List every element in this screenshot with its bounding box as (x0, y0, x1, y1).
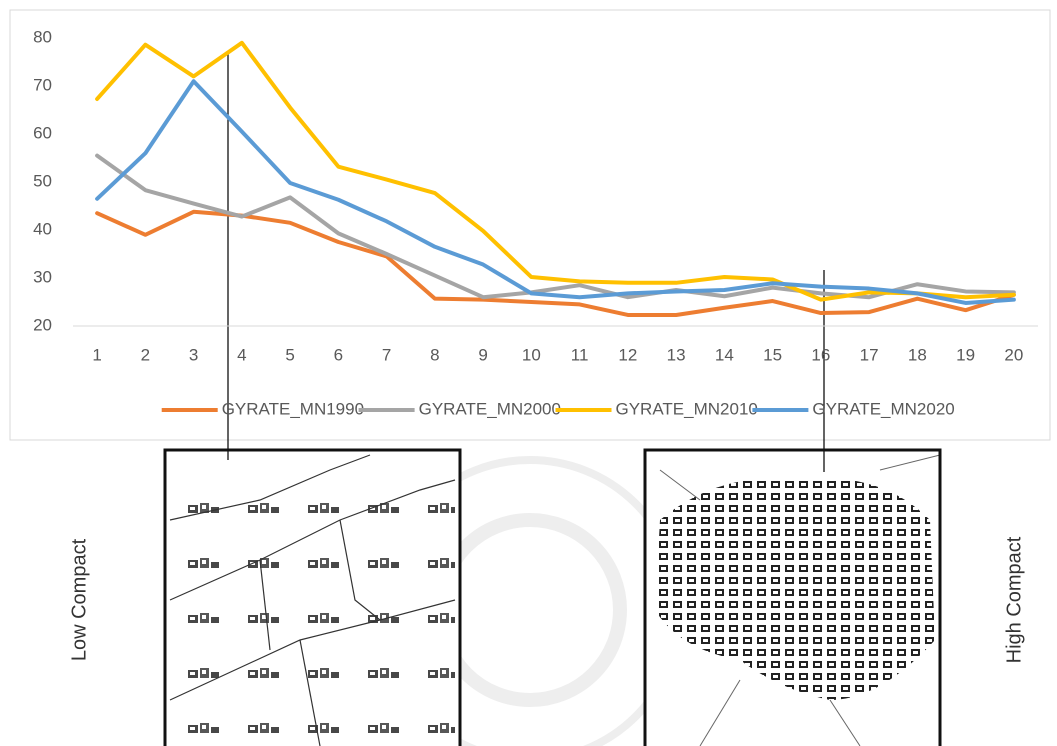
series-line (95, 79, 1016, 305)
high-compact-image (643, 448, 942, 746)
x-tick-label: 1 (92, 345, 101, 364)
x-tick-label: 16 (811, 345, 830, 364)
x-tick-label: 4 (237, 345, 246, 364)
y-tick-label: 70 (33, 75, 52, 94)
x-tick-label: 11 (571, 345, 589, 364)
x-tick-label: 17 (860, 345, 879, 364)
x-tick-label: 13 (667, 345, 686, 364)
x-tick-label: 6 (334, 345, 343, 364)
x-tick-label: 5 (285, 345, 294, 364)
y-tick-label: 60 (33, 123, 52, 142)
legend-label: GYRATE_MN2010 (616, 399, 758, 418)
series-line (95, 153, 1016, 300)
side-label: High Compact (1003, 536, 1025, 663)
y-tick-label: 50 (33, 171, 52, 190)
y-tick-label: 40 (33, 219, 52, 238)
low-compact-image (163, 448, 462, 746)
x-tick-label: 14 (715, 345, 734, 364)
x-tick-label: 12 (618, 345, 637, 364)
x-tick-label: 3 (189, 345, 198, 364)
y-tick-label: 80 (33, 27, 52, 46)
y-tick-label: 20 (33, 315, 52, 334)
x-tick-label: 10 (522, 345, 541, 364)
x-tick-label: 18 (908, 345, 927, 364)
x-tick-label: 7 (382, 345, 391, 364)
series-line (95, 40, 1016, 302)
side-label: Low Compact (68, 538, 90, 661)
x-tick-label: 2 (141, 345, 150, 364)
x-tick-label: 15 (763, 345, 782, 364)
x-tick-label: 8 (430, 345, 439, 364)
x-tick-label: 9 (478, 345, 487, 364)
legend-label: GYRATE_MN1990 (222, 399, 364, 418)
series-line (95, 209, 1016, 317)
legend-label: GYRATE_MN2020 (812, 399, 954, 418)
legend-label: GYRATE_MN2000 (419, 399, 561, 418)
x-tick-label: 19 (956, 345, 975, 364)
y-tick-label: 30 (33, 267, 52, 286)
chart-frame (9, 9, 1051, 441)
x-tick-label: 20 (1004, 345, 1023, 364)
